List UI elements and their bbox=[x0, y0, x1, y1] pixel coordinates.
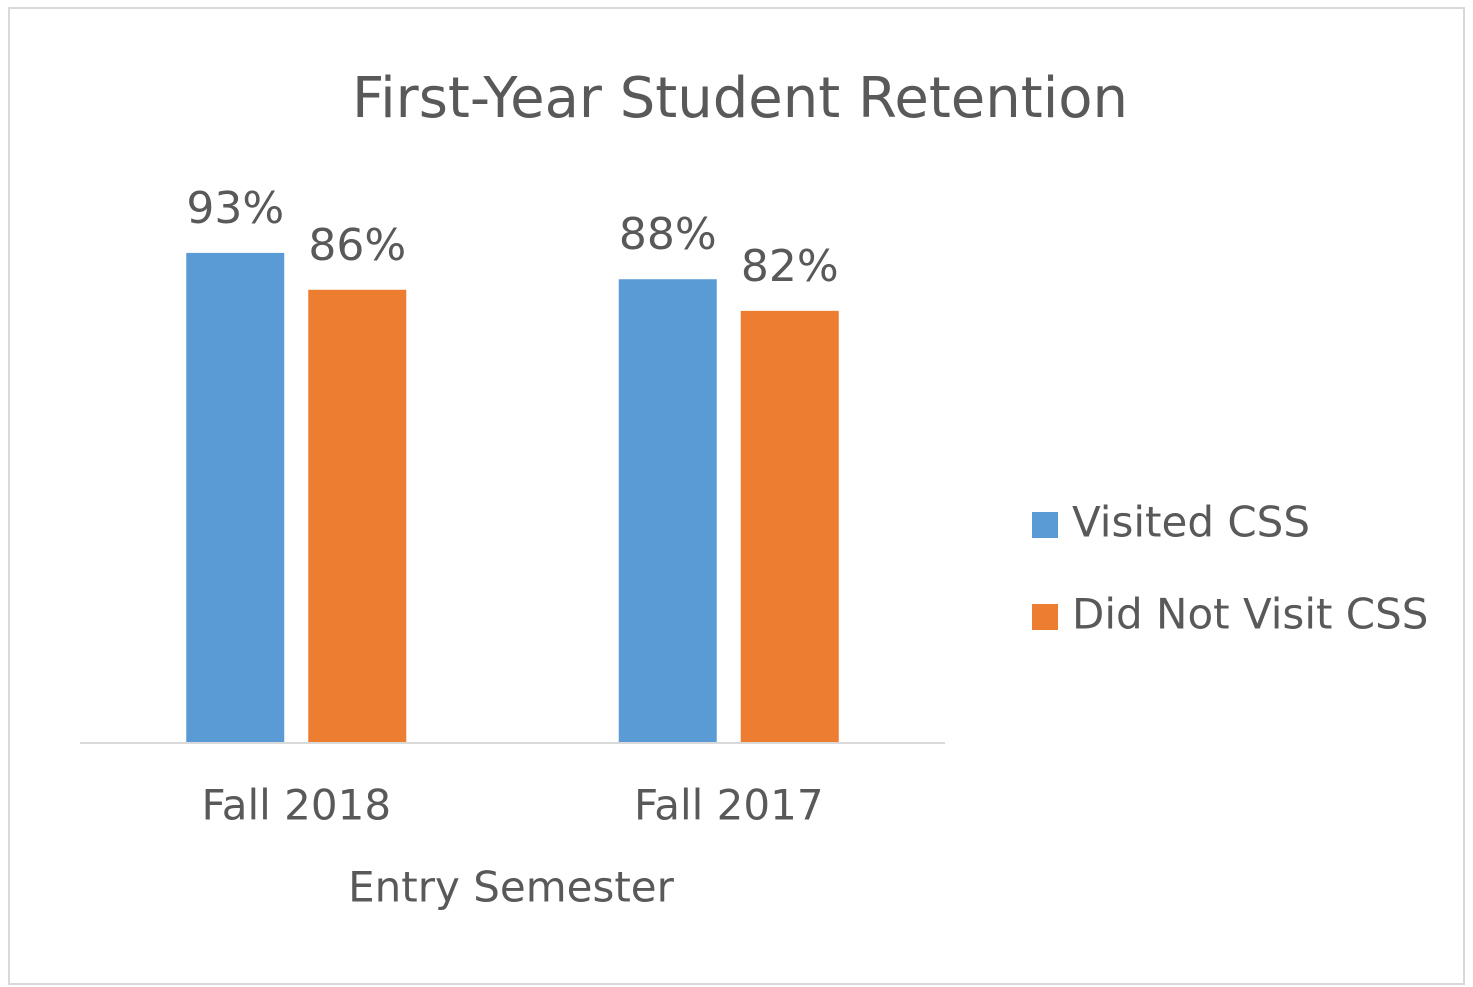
legend-label: Visited CSS bbox=[1072, 498, 1310, 547]
x-tick-label: Fall 2017 bbox=[634, 781, 824, 830]
x-tick-label: Fall 2018 bbox=[201, 781, 391, 830]
data-label: 93% bbox=[186, 183, 284, 234]
bar bbox=[618, 279, 717, 743]
bar bbox=[740, 310, 839, 743]
data-label: 86% bbox=[308, 220, 406, 271]
bar bbox=[186, 252, 285, 743]
bar bbox=[308, 289, 407, 743]
legend-label: Did Not Visit CSS bbox=[1072, 590, 1428, 639]
chart-title: First-Year Student Retention bbox=[352, 66, 1128, 131]
legend-swatch bbox=[1032, 604, 1058, 630]
data-label: 82% bbox=[741, 241, 839, 292]
data-label: 88% bbox=[619, 209, 717, 260]
legend-swatch bbox=[1032, 512, 1058, 538]
x-axis-title: Entry Semester bbox=[348, 863, 675, 912]
